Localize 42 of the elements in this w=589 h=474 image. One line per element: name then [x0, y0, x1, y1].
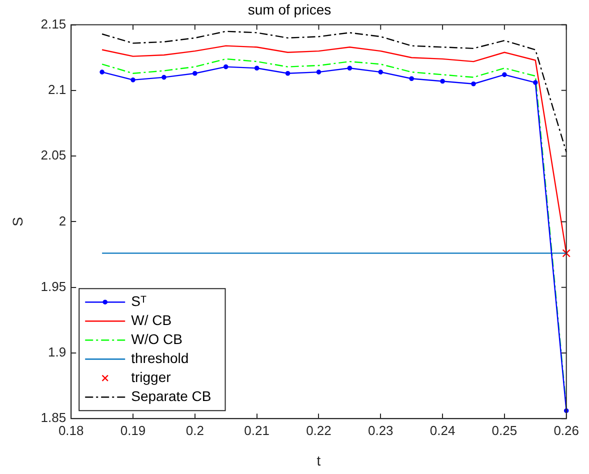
- y-tick-label: 2.1: [48, 82, 66, 98]
- y-tick-label: 2.15: [40, 16, 66, 32]
- point: [254, 66, 260, 71]
- x-tick-label: 0.23: [368, 422, 394, 438]
- x-tick-label: 0.19: [120, 422, 146, 438]
- point: [192, 70, 198, 76]
- y-tick-label: 1.95: [40, 278, 66, 294]
- point: [316, 70, 322, 74]
- point: [562, 249, 570, 258]
- legend-label: Sᵀ: [131, 292, 147, 309]
- point: [440, 78, 445, 84]
- legend-label: W/ CB: [131, 312, 172, 328]
- point: [502, 72, 507, 78]
- point: [409, 76, 414, 82]
- legend-label: threshold: [131, 350, 189, 366]
- legend-label: W/O CB: [131, 330, 182, 347]
- point: [223, 64, 228, 70]
- point: [130, 78, 136, 82]
- y-tick-label: 2.05: [40, 148, 66, 163]
- point: [162, 74, 166, 80]
- y-tick-label: 1.85: [40, 410, 66, 426]
- point: [471, 81, 476, 86]
- x-tick-label: 0.24: [430, 422, 456, 438]
- point: [285, 70, 290, 76]
- point: [347, 66, 352, 71]
- legend-label: trigger: [131, 368, 172, 385]
- legend-label: Separate CB: [131, 388, 212, 404]
- line-series: [101, 30, 567, 153]
- x-tick-label: 0.21: [244, 422, 270, 438]
- point: [100, 70, 104, 74]
- x-tick-label: 0.26: [554, 422, 580, 438]
- y-axis-title: S: [9, 217, 26, 226]
- x-axis-title: t: [316, 452, 321, 468]
- point: [378, 70, 384, 74]
- x-tick-label: 0.22: [306, 422, 332, 438]
- x-tick-label: 0.25: [492, 422, 518, 438]
- y-tick-label: 1.9: [48, 344, 66, 360]
- x-tick-label: 0.2: [186, 422, 204, 438]
- x-tick-label: 0.18: [58, 422, 84, 438]
- point: [532, 80, 538, 85]
- y-tick-label: 2: [58, 213, 66, 228]
- chart-title: sum of prices: [248, 1, 332, 18]
